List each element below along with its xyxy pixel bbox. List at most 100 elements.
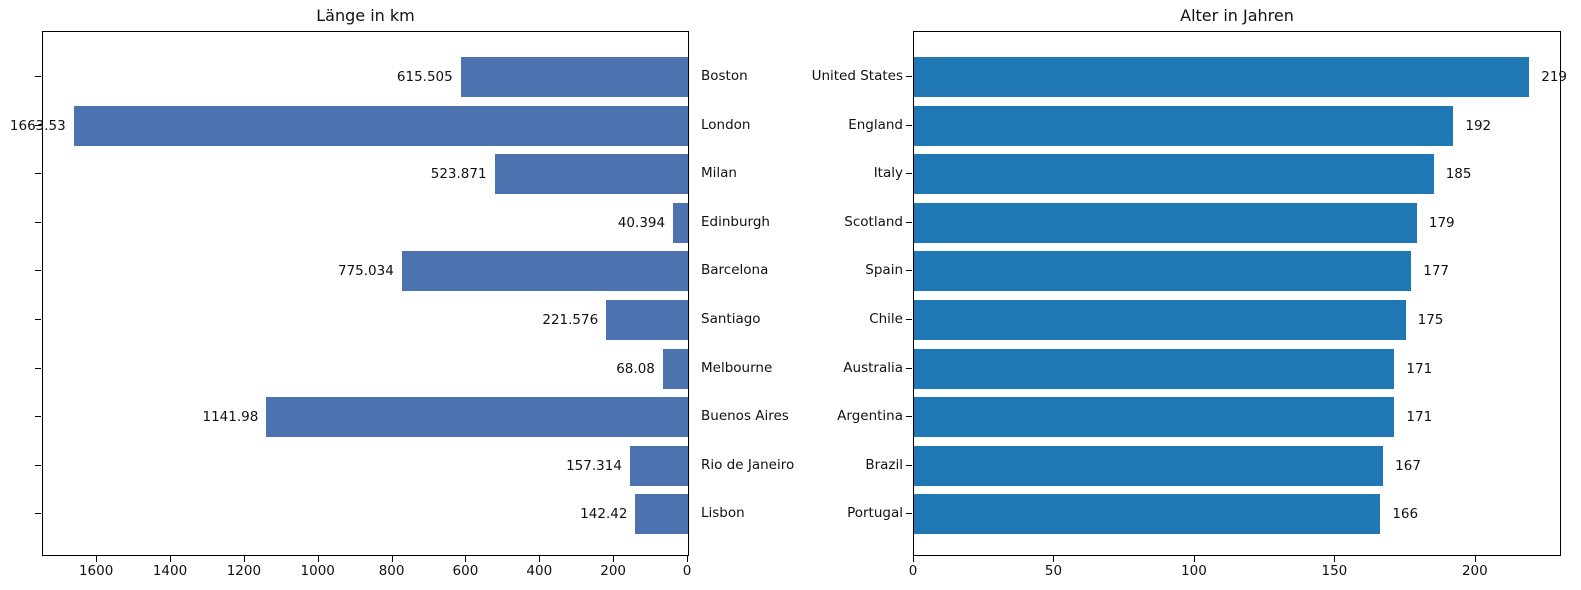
bar-value-label: 1141.98 (202, 409, 259, 426)
x-tick-mark (391, 556, 393, 562)
x-tick-mark (539, 556, 541, 562)
bar-edinburgh (673, 202, 688, 243)
y-tick-mark (906, 124, 912, 126)
category-label-spain: Spain (865, 262, 903, 279)
category-label-lisbon: Lisbon (701, 505, 745, 522)
x-tick-label: 50 (1044, 563, 1063, 579)
y-tick-mark (35, 464, 41, 466)
plot-area: 615.505 1663.53 523.871 40.394 775.034 221.57… (10, 31, 689, 556)
bar-australia (914, 348, 1395, 389)
x-tick-mark (465, 556, 467, 562)
bar-row: 157.314 (43, 445, 688, 486)
x-tick-mark (913, 556, 914, 562)
bar-value-label: 166 (1392, 506, 1419, 523)
bar-melbourne (662, 348, 688, 389)
x-tick-label: 400 (526, 563, 553, 579)
y-tick-mark (906, 270, 912, 272)
bar-row: 523.871 (43, 154, 688, 195)
x-tick-label: 150 (1321, 563, 1348, 579)
y-tick-mark (35, 173, 41, 175)
bar-row: 167 (914, 445, 1560, 486)
x-tick-mark (1193, 556, 1195, 562)
x-tick-mark (317, 556, 319, 562)
bar-row: 185 (914, 154, 1560, 195)
x-tick-label: 200 (1461, 563, 1488, 579)
bar-row: 68.08 (43, 348, 688, 389)
y-tick-mark (35, 367, 41, 369)
bar-brazil (914, 445, 1384, 486)
y-tick-mark (35, 221, 41, 223)
chart-laenge-in-km: Länge in km 615.505 1663.53 523.871 40.394 7… (10, 0, 794, 590)
bar-portugal (914, 494, 1381, 535)
y-tick-mark (35, 416, 41, 418)
y-tick-mark (35, 124, 41, 126)
bar-row: 775.034 (43, 251, 688, 292)
bar-value-label: 40.394 (617, 214, 666, 231)
category-label-barcelona: Barcelona (701, 262, 769, 279)
x-tick-mark (1334, 556, 1336, 562)
bar-row: 615.505 (43, 57, 688, 97)
x-tick-mark (170, 556, 172, 562)
bar-value-label: 615.505 (396, 69, 453, 85)
bar-row: 166 (914, 494, 1560, 535)
x-tick-mark (1053, 556, 1055, 562)
y-tick-mark (906, 367, 912, 369)
bar-london (73, 105, 688, 146)
bar-chile (914, 300, 1406, 340)
x-tick-label: 1400 (152, 563, 188, 579)
y-tick-mark (906, 173, 912, 175)
category-label-brazil: Brazil (865, 456, 903, 473)
bar-row: 171 (914, 348, 1560, 389)
bar-row: 192 (914, 105, 1560, 146)
bar-value-label: 157.314 (566, 457, 622, 474)
y-tick-mark (35, 513, 41, 515)
category-label-australia: Australia (843, 359, 903, 376)
bar-milan (494, 154, 688, 195)
x-tick-label: 1000 (300, 563, 335, 579)
plot-area: 219 192 185 179 177 175 171 171 167 166 (913, 31, 1567, 556)
bar-england (914, 105, 1454, 146)
x-tick-mark (687, 556, 688, 562)
bar-buenos-aires (266, 397, 688, 438)
y-tick-mark (906, 319, 912, 320)
x-tick-label: 800 (378, 563, 405, 579)
bar-row: 177 (914, 251, 1560, 292)
category-label-rio-de-janeiro: Rio de Janeiro (701, 456, 795, 473)
x-tick-mark (96, 556, 98, 562)
bar-argentina (914, 397, 1395, 438)
x-tick-label: 100 (1181, 563, 1207, 579)
x-tick-label: 600 (452, 563, 479, 579)
bar-scotland (914, 202, 1417, 243)
bar-santiago (606, 300, 688, 340)
bar-barcelona (401, 251, 688, 292)
category-label-italy: Italy (873, 165, 903, 182)
bar-value-label: 175 (1417, 312, 1444, 328)
y-tick-mark (906, 76, 912, 77)
bar-united-states (914, 57, 1530, 97)
bar-row: 179 (914, 202, 1560, 243)
chart-alter-in-jahren: Alter in Jahren 219 192 185 179 177 175 171 171… (812, 0, 1567, 590)
category-label-boston: Boston (701, 68, 748, 84)
bar-value-label: 171 (1406, 409, 1433, 426)
y-tick-mark (35, 76, 41, 77)
bar-italy (914, 154, 1434, 195)
bar-row: 175 (914, 300, 1560, 340)
bar-value-label: 523.871 (430, 166, 487, 183)
x-tick-label: 0 (908, 563, 918, 579)
bar-row: 221.576 (43, 300, 688, 340)
bar-value-label: 68.08 (616, 360, 655, 377)
bar-row: 40.394 (43, 202, 688, 243)
bar-value-label: 142.42 (580, 506, 628, 523)
bar-boston (460, 57, 688, 97)
y-tick-mark (906, 513, 912, 515)
x-tick-label: 1200 (226, 563, 262, 579)
category-label-argentina: Argentina (837, 408, 903, 425)
category-label-milan: Milan (701, 165, 737, 182)
bar-value-label: 1663.53 (9, 117, 66, 134)
category-label-chile: Chile (869, 311, 903, 327)
y-tick-mark (906, 464, 912, 466)
bar-value-label: 185 (1445, 166, 1472, 183)
x-tick-label: 200 (600, 563, 627, 579)
bar-value-label: 177 (1423, 263, 1450, 280)
bar-row: 142.42 (43, 494, 688, 535)
